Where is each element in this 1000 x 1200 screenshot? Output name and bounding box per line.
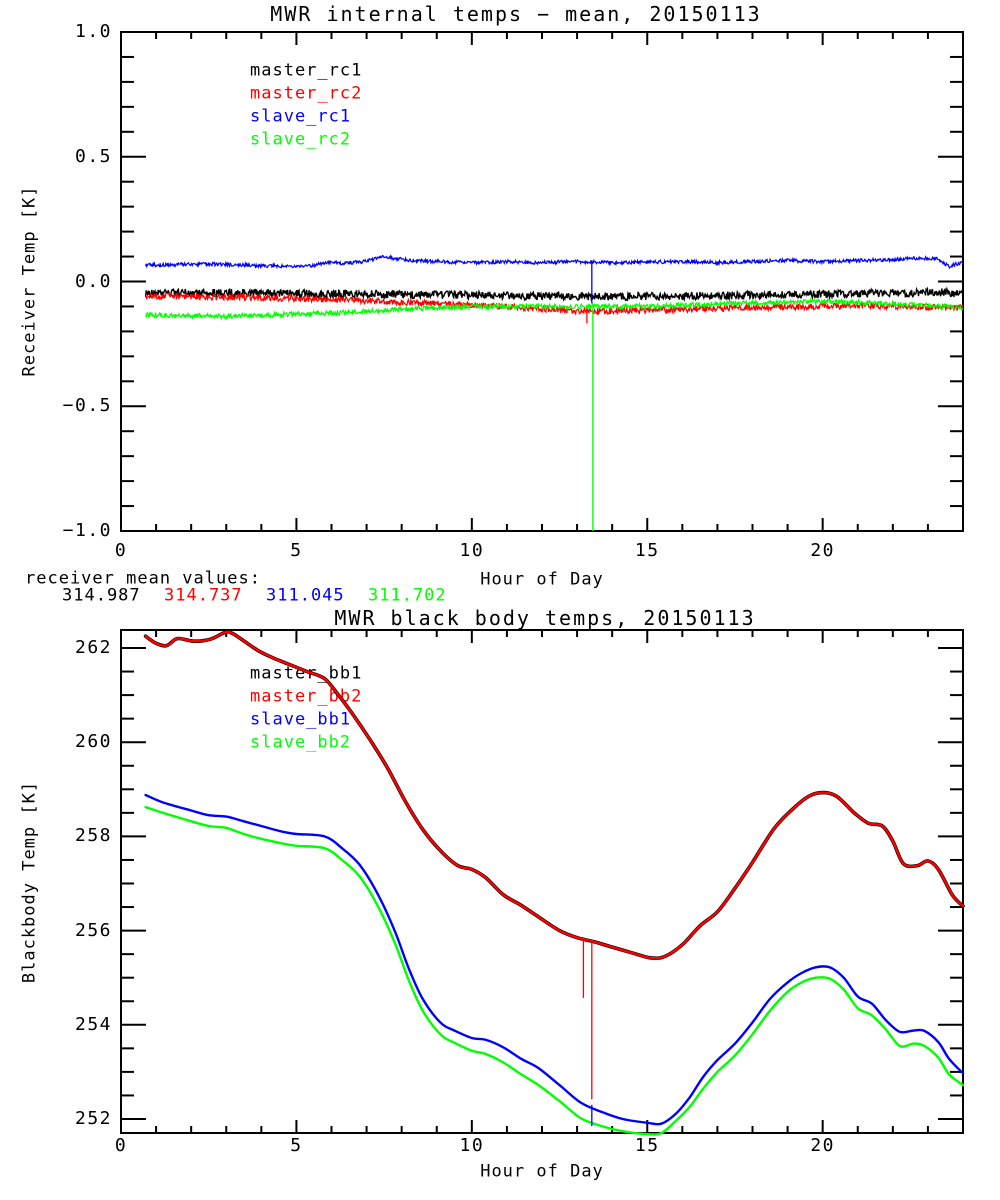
plot-0-x-tick-label: 20	[810, 540, 835, 561]
plot-1-x-tick-label: 10	[459, 1135, 485, 1156]
legend-item-slave_bb1: slave_bb1	[250, 709, 352, 730]
plot-1-y-tick-label: 254	[74, 1013, 112, 1035]
plot-1-y-tick-label: 252	[74, 1108, 112, 1129]
series-master_rc1-line	[144, 286, 964, 303]
plot-1-y-tick-label: 260	[74, 731, 112, 753]
receiver-mean-value-red: 314.737	[164, 585, 243, 606]
plot-1-x-tick-label: 5	[290, 1135, 303, 1156]
plot-0-y-tick-label: 0.5	[74, 145, 112, 167]
top-plot-title: MWR internal temps − mean, 20150113	[270, 2, 762, 26]
legend-item-master_bb2: master_bb2	[250, 686, 363, 707]
bottom-plot-title: MWR black body temps, 20150113	[334, 606, 756, 630]
legend-item-master_rc1: master_rc1	[250, 60, 363, 81]
plot-1-y-tick-label: 262	[74, 637, 112, 658]
receiver-mean-value-blue: 311.045	[266, 585, 345, 606]
plot-1-x-tick-label: 20	[810, 1135, 835, 1156]
series-slave_rc2-line	[145, 297, 964, 322]
bottom-plot-x-axis-title: Hour of Day	[480, 1161, 604, 1182]
bottom-plot-y-axis-title: Blackbody Temp [K]	[19, 780, 40, 984]
plot-0-y-tick-label: 1.0	[74, 21, 112, 42]
plot-0-x-tick-label: 15	[634, 540, 660, 561]
receiver-mean-value-black: 314.987	[62, 585, 141, 606]
top-plot-y-axis-title: Receiver Temp [K]	[19, 185, 40, 377]
top-plot-x-axis-title: Hour of Day	[480, 569, 604, 590]
plot-0-x-tick-label: 5	[290, 540, 303, 561]
plot-1-axes-box	[120, 629, 964, 1134]
plot-0-y-tick-label: −1.0	[62, 520, 112, 541]
series-slave_bb1-line	[144, 793, 965, 1126]
series-slave_bb2-line	[144, 806, 965, 1136]
series-master_rc2-line	[145, 291, 964, 316]
plot-1-x-tick-label: 15	[634, 1135, 660, 1156]
plot-1-y-tick-label: 256	[74, 919, 112, 941]
plot-1-x-tick-label: 0	[114, 1135, 128, 1156]
plot-1-y-tick-label: 258	[74, 825, 112, 847]
plot-0-y-tick-label: −0.5	[62, 395, 112, 417]
plot-0-axes-box	[120, 31, 964, 532]
legend-item-slave_bb2: slave_bb2	[250, 732, 352, 753]
plot-0-x-tick-label: 10	[459, 540, 485, 561]
series-slave_rc1-line	[145, 254, 964, 270]
legend-item-master_bb1: master_bb1	[250, 663, 363, 684]
receiver-mean-value-green: 311.702	[368, 585, 447, 606]
legend-item-slave_rc1: slave_rc1	[250, 106, 352, 127]
legend-item-master_rc2: master_rc2	[250, 83, 363, 104]
plot-0-y-tick-label: 0.0	[74, 270, 112, 292]
plot-0-x-tick-label: 0	[114, 540, 128, 561]
receiver-mean-values-label: receiver mean values:	[25, 568, 261, 589]
legend-item-slave_rc2: slave_rc2	[250, 129, 352, 150]
